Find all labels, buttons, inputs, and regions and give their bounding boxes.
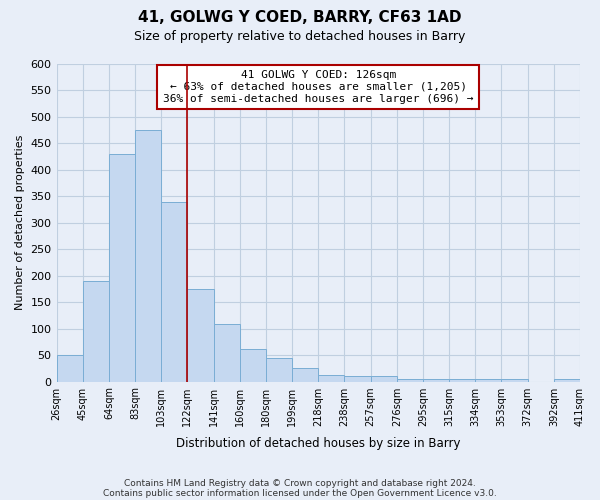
X-axis label: Distribution of detached houses by size in Barry: Distribution of detached houses by size … — [176, 437, 461, 450]
Text: Contains HM Land Registry data © Crown copyright and database right 2024.: Contains HM Land Registry data © Crown c… — [124, 478, 476, 488]
Text: 41, GOLWG Y COED, BARRY, CF63 1AD: 41, GOLWG Y COED, BARRY, CF63 1AD — [138, 10, 462, 25]
Bar — [135, 130, 161, 382]
Bar — [109, 154, 135, 382]
Bar — [83, 281, 109, 382]
Bar — [240, 348, 266, 382]
Bar — [397, 379, 423, 382]
Text: Contains public sector information licensed under the Open Government Licence v3: Contains public sector information licen… — [103, 488, 497, 498]
Bar — [502, 379, 527, 382]
Bar — [449, 379, 475, 382]
Bar — [292, 368, 318, 382]
Text: Size of property relative to detached houses in Barry: Size of property relative to detached ho… — [134, 30, 466, 43]
Bar — [318, 375, 344, 382]
Bar — [423, 379, 449, 382]
Text: 41 GOLWG Y COED: 126sqm
← 63% of detached houses are smaller (1,205)
36% of semi: 41 GOLWG Y COED: 126sqm ← 63% of detache… — [163, 70, 473, 104]
Y-axis label: Number of detached properties: Number of detached properties — [15, 135, 25, 310]
Bar — [475, 379, 502, 382]
Bar — [344, 376, 371, 382]
Bar — [554, 379, 580, 382]
Bar — [371, 376, 397, 382]
Bar — [161, 202, 187, 382]
Bar — [266, 358, 292, 382]
Bar — [56, 355, 83, 382]
Bar — [187, 289, 214, 382]
Bar — [214, 324, 240, 382]
